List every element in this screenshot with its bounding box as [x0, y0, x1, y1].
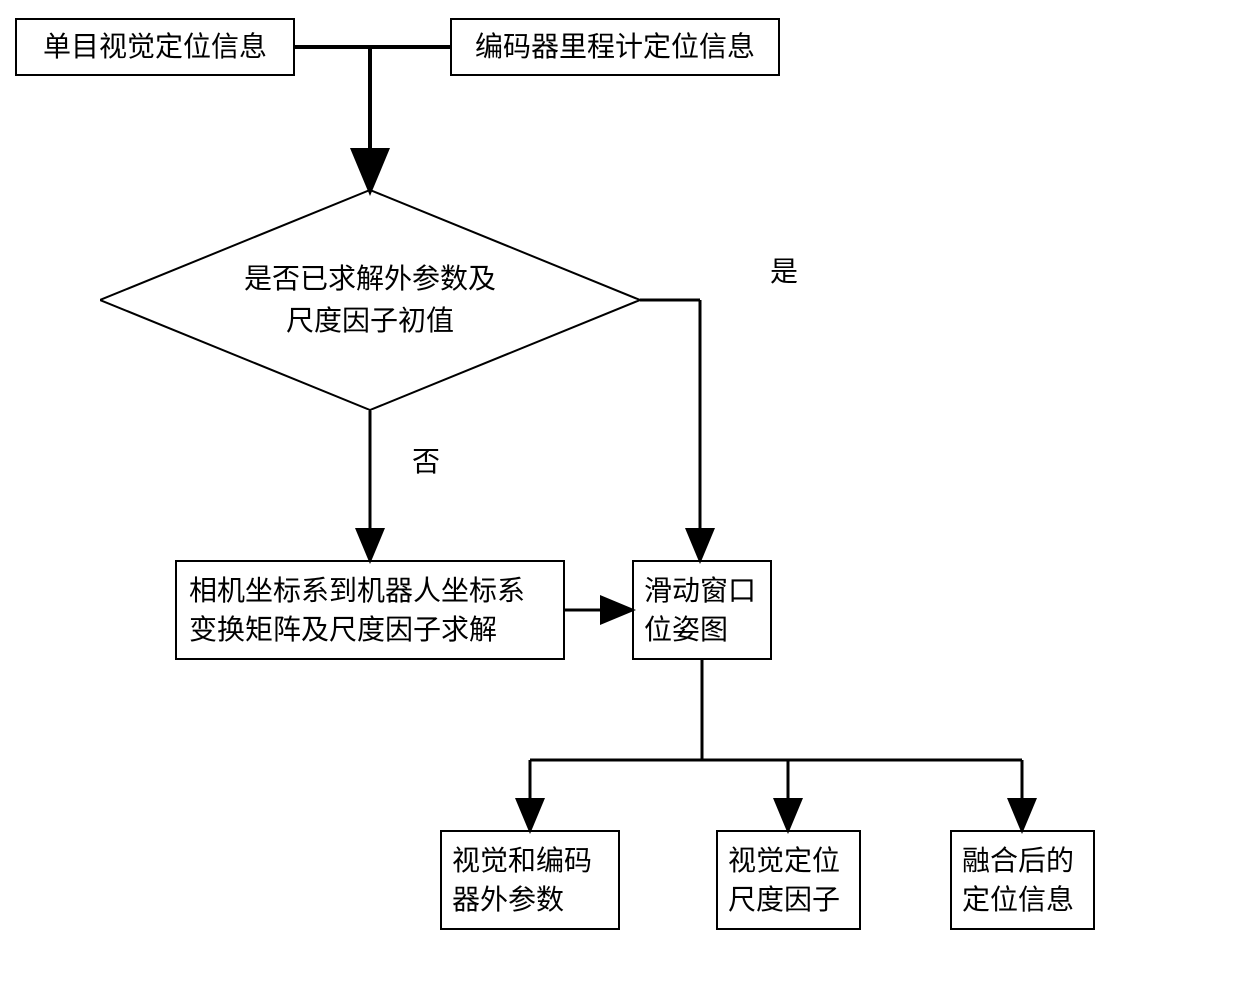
decision-node: 是否已求解外参数及 尺度因子初值: [100, 190, 640, 410]
decision-text: 是否已求解外参数及 尺度因子初值: [244, 258, 496, 342]
decision-line1: 是否已求解外参数及: [244, 258, 496, 300]
decision-line2: 尺度因子初值: [244, 300, 496, 342]
connectors: [0, 0, 1240, 984]
